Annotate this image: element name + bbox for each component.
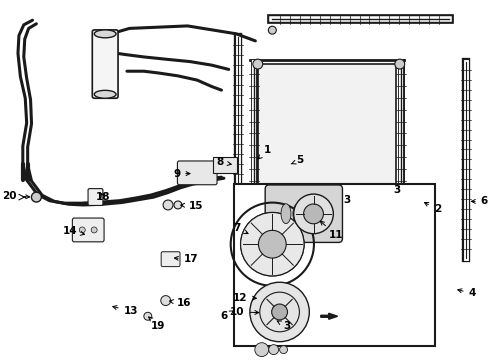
Circle shape [31, 192, 41, 202]
Ellipse shape [292, 204, 302, 224]
Circle shape [91, 227, 97, 233]
Circle shape [163, 200, 173, 210]
Circle shape [252, 59, 262, 69]
Text: 9: 9 [173, 168, 189, 179]
FancyBboxPatch shape [88, 189, 102, 206]
Bar [257, 64, 395, 276]
Text: 3: 3 [277, 321, 290, 331]
Circle shape [394, 59, 404, 69]
Circle shape [268, 345, 278, 355]
Circle shape [254, 343, 268, 356]
FancyBboxPatch shape [161, 252, 180, 267]
Text: 3: 3 [343, 195, 350, 204]
Text: 6: 6 [470, 197, 487, 206]
Text: 14: 14 [62, 226, 84, 236]
Circle shape [143, 312, 151, 320]
Ellipse shape [94, 90, 116, 98]
Text: 19: 19 [148, 317, 165, 330]
Text: 3: 3 [392, 185, 400, 195]
Text: 16: 16 [169, 298, 191, 308]
FancyBboxPatch shape [264, 185, 342, 242]
Bar [233, 184, 434, 346]
Text: 8: 8 [216, 157, 231, 167]
Circle shape [303, 204, 323, 224]
Circle shape [394, 259, 404, 269]
Text: 17: 17 [174, 254, 198, 264]
Circle shape [174, 201, 182, 209]
Circle shape [252, 259, 262, 269]
Text: 11: 11 [320, 221, 343, 240]
Circle shape [279, 346, 287, 354]
Circle shape [268, 26, 276, 34]
Circle shape [161, 296, 170, 306]
Text: 4: 4 [457, 288, 475, 298]
Text: 1: 1 [258, 145, 271, 159]
Text: 2: 2 [424, 202, 440, 214]
Text: 5: 5 [290, 156, 303, 165]
Text: 15: 15 [181, 201, 203, 211]
Ellipse shape [94, 30, 116, 38]
FancyBboxPatch shape [72, 218, 104, 242]
Ellipse shape [281, 204, 290, 224]
Text: 13: 13 [113, 306, 138, 316]
Bar [213, 157, 237, 173]
FancyBboxPatch shape [177, 161, 217, 185]
Text: 12: 12 [233, 293, 256, 303]
Text: 6: 6 [220, 311, 233, 321]
Circle shape [79, 227, 85, 233]
Text: 18: 18 [95, 192, 110, 202]
FancyArrow shape [320, 313, 337, 319]
Circle shape [271, 304, 287, 320]
Text: 10: 10 [230, 307, 258, 317]
Ellipse shape [304, 204, 314, 224]
Text: 7: 7 [233, 223, 247, 234]
Text: 20: 20 [2, 191, 30, 201]
Circle shape [293, 194, 333, 234]
Circle shape [240, 212, 304, 276]
FancyBboxPatch shape [92, 30, 118, 98]
Circle shape [249, 282, 309, 342]
Circle shape [258, 230, 285, 258]
Ellipse shape [316, 204, 326, 224]
